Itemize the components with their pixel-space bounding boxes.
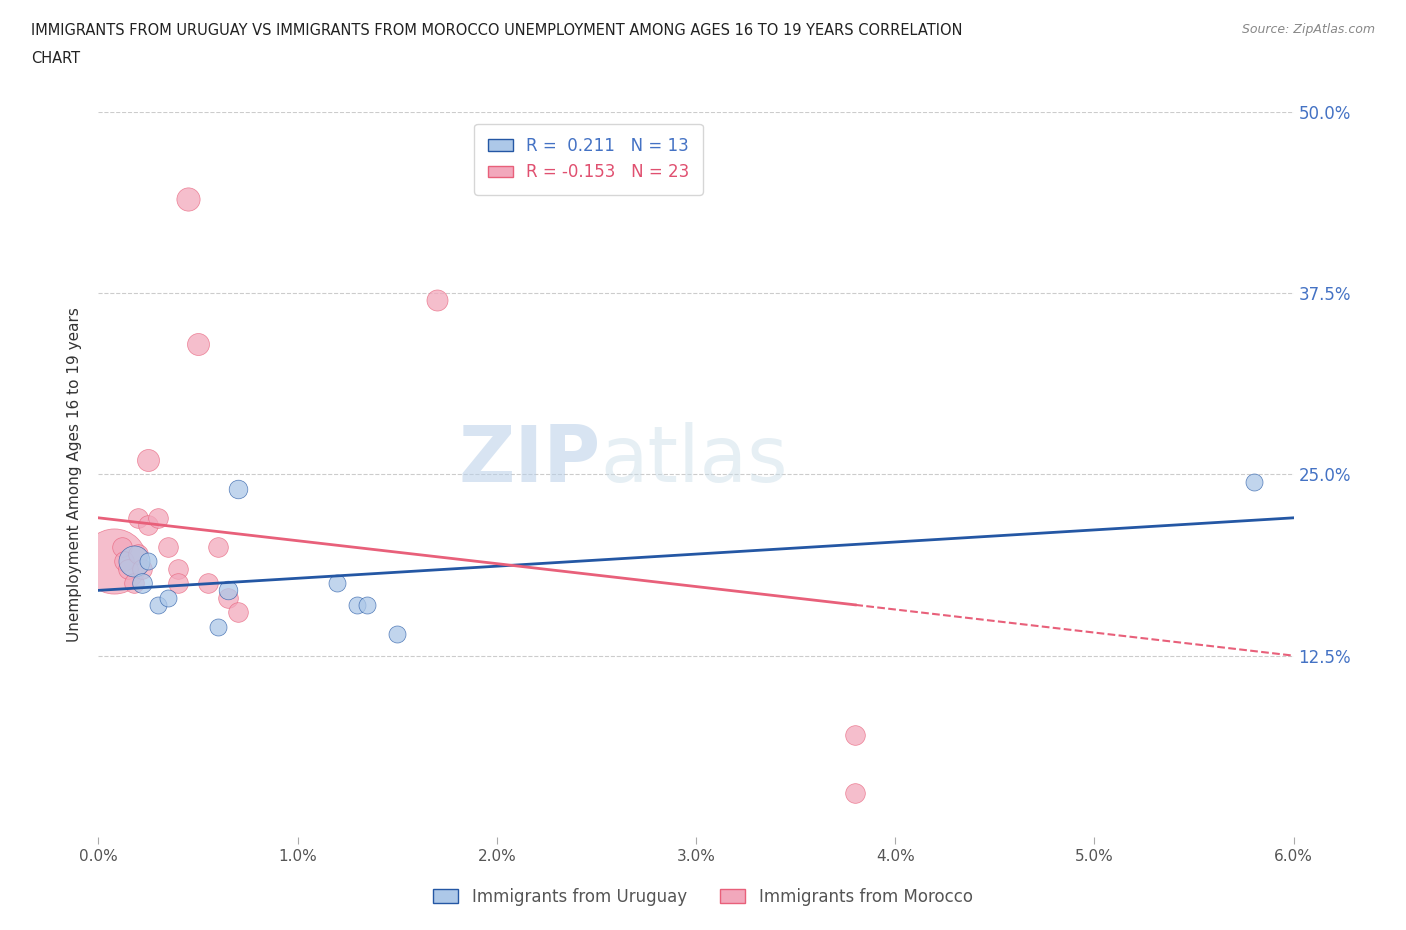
Point	[131, 576, 153, 591]
Point	[157, 591, 180, 605]
Point	[103, 554, 125, 569]
Point	[148, 511, 170, 525]
Point	[207, 539, 229, 554]
Point	[385, 627, 409, 642]
Legend: Immigrants from Uruguay, Immigrants from Morocco: Immigrants from Uruguay, Immigrants from…	[427, 881, 979, 912]
Point	[127, 511, 149, 525]
Point	[136, 554, 159, 569]
Text: atlas: atlas	[600, 422, 787, 498]
Point	[124, 554, 146, 569]
Point	[136, 452, 159, 467]
Point	[124, 576, 146, 591]
Point	[426, 293, 449, 308]
Point	[197, 576, 219, 591]
Point	[117, 561, 139, 576]
Point	[167, 561, 190, 576]
Point	[226, 604, 249, 619]
Point	[207, 619, 229, 634]
Point	[217, 591, 239, 605]
Text: CHART: CHART	[31, 51, 80, 66]
Point	[148, 597, 170, 612]
Y-axis label: Unemployment Among Ages 16 to 19 years: Unemployment Among Ages 16 to 19 years	[67, 307, 83, 642]
Point	[217, 583, 239, 598]
Point	[112, 554, 135, 569]
Text: IMMIGRANTS FROM URUGUAY VS IMMIGRANTS FROM MOROCCO UNEMPLOYMENT AMONG AGES 16 TO: IMMIGRANTS FROM URUGUAY VS IMMIGRANTS FR…	[31, 23, 963, 38]
Point	[111, 539, 134, 554]
Text: Source: ZipAtlas.com: Source: ZipAtlas.com	[1241, 23, 1375, 36]
Point	[326, 576, 349, 591]
Legend: R =  0.211   N = 13, R = -0.153   N = 23: R = 0.211 N = 13, R = -0.153 N = 23	[474, 124, 703, 194]
Point	[346, 597, 368, 612]
Point	[157, 539, 180, 554]
Text: ZIP: ZIP	[458, 422, 600, 498]
Point	[131, 561, 153, 576]
Point	[844, 728, 866, 743]
Point	[187, 337, 209, 352]
Point	[167, 576, 190, 591]
Point	[226, 482, 249, 497]
Point	[177, 192, 200, 206]
Point	[136, 518, 159, 533]
Point	[127, 547, 149, 562]
Point	[844, 786, 866, 801]
Point	[356, 597, 378, 612]
Point	[1243, 474, 1265, 489]
